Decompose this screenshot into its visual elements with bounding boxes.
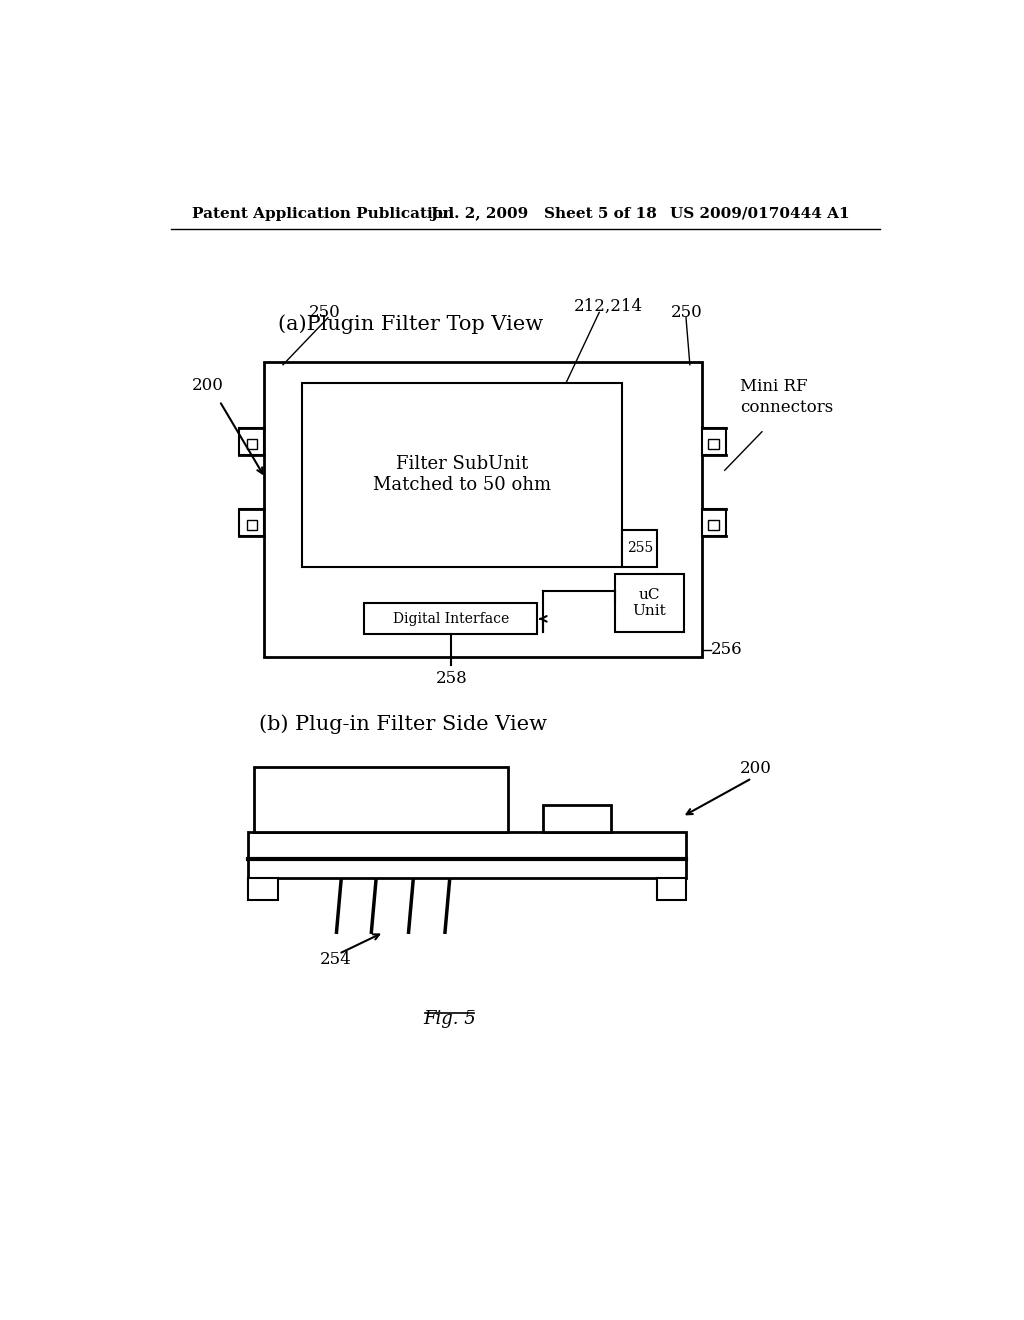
Text: Mini RF
connectors: Mini RF connectors	[740, 378, 834, 416]
Bar	[248, 832, 686, 878]
Text: Patent Application Publication: Patent Application Publication	[191, 207, 454, 220]
Text: (b) Plug-in Filter Side View: (b) Plug-in Filter Side View	[259, 714, 547, 734]
Text: 258: 258	[436, 669, 468, 686]
Bar	[708, 520, 719, 531]
Bar	[365, 603, 538, 635]
Text: US 2009/0170444 A1: US 2009/0170444 A1	[671, 207, 850, 220]
Bar	[239, 508, 263, 536]
Bar	[263, 363, 701, 657]
Text: Fig. 5: Fig. 5	[423, 1010, 476, 1028]
Text: 254: 254	[321, 950, 352, 968]
Text: (a)Plugin Filter Top View: (a)Plugin Filter Top View	[279, 314, 544, 334]
Bar	[543, 805, 611, 832]
Text: 212,214: 212,214	[573, 298, 643, 314]
Bar	[708, 438, 719, 449]
Text: 250: 250	[671, 304, 702, 321]
Text: Filter SubUnit
Matched to 50 ohm: Filter SubUnit Matched to 50 ohm	[374, 455, 552, 494]
Bar	[247, 438, 257, 449]
Text: 256: 256	[711, 642, 742, 659]
Bar	[623, 529, 657, 566]
Bar	[247, 520, 257, 531]
Text: 200: 200	[191, 378, 223, 395]
Bar	[701, 508, 726, 536]
Bar	[701, 428, 726, 455]
Text: Digital Interface: Digital Interface	[392, 612, 509, 626]
Bar	[302, 383, 623, 566]
Text: 200: 200	[740, 760, 772, 776]
Bar	[248, 878, 278, 900]
Bar	[254, 767, 508, 832]
Bar	[239, 428, 263, 455]
Bar	[656, 878, 686, 900]
Bar	[614, 574, 684, 632]
Text: uC
Unit: uC Unit	[633, 587, 667, 618]
Text: 255: 255	[627, 541, 653, 554]
Text: 250: 250	[308, 304, 340, 321]
Text: Jul. 2, 2009   Sheet 5 of 18: Jul. 2, 2009 Sheet 5 of 18	[430, 207, 657, 220]
